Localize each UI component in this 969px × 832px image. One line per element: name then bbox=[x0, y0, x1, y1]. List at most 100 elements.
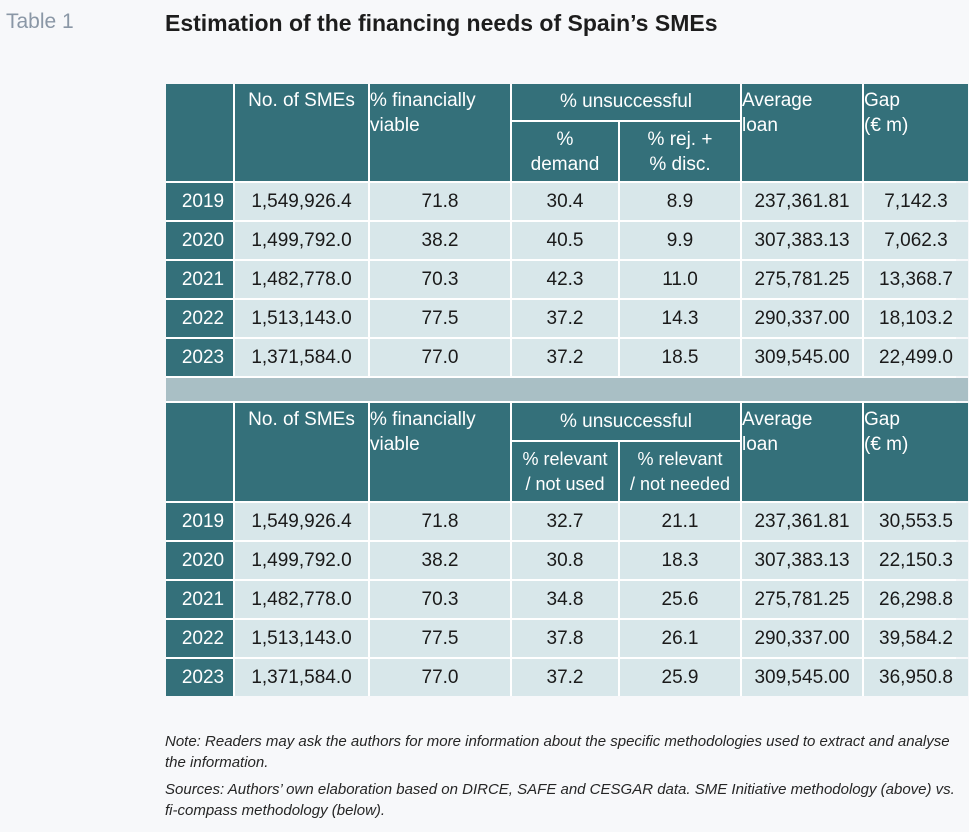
top-cell-year: 2021 bbox=[166, 261, 233, 298]
header-gap-bottom: Gap (€ m) bbox=[864, 403, 968, 501]
top-cell-year: 2019 bbox=[166, 183, 233, 220]
header-num-smes: No. of SMEs bbox=[235, 84, 368, 181]
table-notes: Note: Readers may ask the authors for mo… bbox=[165, 731, 960, 827]
top-cell-unsuccessful-1: 30.4 bbox=[512, 183, 618, 220]
top-cell-viable: 70.3 bbox=[370, 261, 510, 298]
top-cell-year: 2022 bbox=[166, 300, 233, 337]
bottom-cell-average-loan: 237,361.81 bbox=[742, 503, 862, 540]
header-sub-notused-line1: % relevant bbox=[522, 448, 608, 469]
header-corner-bottom bbox=[166, 403, 233, 501]
bottom-cell-num-smes: 1,482,778.0 bbox=[235, 581, 368, 618]
bottom-cell-unsuccessful-2: 21.1 bbox=[620, 503, 740, 540]
header-average-loan-bottom: Average loan bbox=[742, 403, 862, 501]
bottom-cell-unsuccessful-2: 26.1 bbox=[620, 620, 740, 657]
header-sub-demand: % demand bbox=[512, 122, 618, 181]
bottom-cell-year: 2023 bbox=[166, 659, 233, 696]
header-sub-notneeded-line2: / not needed bbox=[629, 473, 731, 494]
top-cell-average-loan: 275,781.25 bbox=[742, 261, 862, 298]
top-cell-unsuccessful-1: 42.3 bbox=[512, 261, 618, 298]
sources-text: Sources: Authors’ own elaboration based … bbox=[165, 781, 955, 819]
header-sub-demand-line1: % bbox=[556, 128, 574, 150]
top-cell-gap: 22,499.0 bbox=[864, 339, 968, 376]
top-cell-gap: 13,368.7 bbox=[864, 261, 968, 298]
bottom-cell-year: 2019 bbox=[166, 503, 233, 540]
top-cell-unsuccessful-2: 11.0 bbox=[620, 261, 740, 298]
bottom-cell-num-smes: 1,371,584.0 bbox=[235, 659, 368, 696]
header-viable-line1: % financially bbox=[370, 90, 476, 111]
header-unsuccessful-bottom: % unsuccessful bbox=[512, 403, 740, 440]
top-cell-gap: 7,062.3 bbox=[864, 222, 968, 259]
bottom-cell-viable: 70.3 bbox=[370, 581, 510, 618]
top-cell-gap: 7,142.3 bbox=[864, 183, 968, 220]
header-gap-line1: Gap bbox=[864, 409, 900, 430]
header-sub-notneeded-line1: % relevant bbox=[637, 448, 723, 469]
bottom-cell-num-smes: 1,513,143.0 bbox=[235, 620, 368, 657]
top-cell-unsuccessful-1: 37.2 bbox=[512, 339, 618, 376]
top-cell-year: 2023 bbox=[166, 339, 233, 376]
bottom-cell-unsuccessful-1: 30.8 bbox=[512, 542, 618, 579]
top-cell-num-smes: 1,499,792.0 bbox=[235, 222, 368, 259]
bottom-cell-year: 2021 bbox=[166, 581, 233, 618]
bottom-cell-gap: 22,150.3 bbox=[864, 542, 968, 579]
header-viable-line2: viable bbox=[370, 115, 420, 136]
header-avg-line1: Average bbox=[742, 90, 813, 111]
header-sub-rejected-discouraged: % rej. + % disc. bbox=[620, 122, 740, 181]
header-financially-viable: % financially viable bbox=[370, 84, 510, 181]
top-cell-average-loan: 307,383.13 bbox=[742, 222, 862, 259]
header-gap-line1: Gap bbox=[864, 90, 900, 111]
top-cell-average-loan: 237,361.81 bbox=[742, 183, 862, 220]
header-gap-line2: (€ m) bbox=[864, 434, 909, 455]
header-num-smes-bottom: No. of SMEs bbox=[235, 403, 368, 501]
financing-needs-table: No. of SMEs % financially viable % unsuc… bbox=[166, 84, 968, 696]
bottom-cell-viable: 71.8 bbox=[370, 503, 510, 540]
header-avg-line1: Average bbox=[742, 409, 813, 430]
header-viable-line2: viable bbox=[370, 434, 420, 455]
header-avg-line2: loan bbox=[742, 115, 778, 136]
header-gap-line2: (€ m) bbox=[864, 115, 909, 136]
top-cell-unsuccessful-1: 40.5 bbox=[512, 222, 618, 259]
bottom-cell-average-loan: 307,383.13 bbox=[742, 542, 862, 579]
bottom-cell-unsuccessful-2: 18.3 bbox=[620, 542, 740, 579]
top-cell-unsuccessful-2: 14.3 bbox=[620, 300, 740, 337]
bottom-cell-gap: 39,584.2 bbox=[864, 620, 968, 657]
header-sub-demand-line2: demand bbox=[530, 153, 600, 175]
header-sub-relevant-not-used: % relevant / not used bbox=[512, 442, 618, 501]
bottom-cell-num-smes: 1,549,926.4 bbox=[235, 503, 368, 540]
bottom-cell-unsuccessful-1: 37.2 bbox=[512, 659, 618, 696]
bottom-cell-average-loan: 309,545.00 bbox=[742, 659, 862, 696]
bottom-cell-unsuccessful-2: 25.6 bbox=[620, 581, 740, 618]
top-cell-viable: 77.0 bbox=[370, 339, 510, 376]
section-separator bbox=[166, 378, 968, 401]
bottom-cell-viable: 38.2 bbox=[370, 542, 510, 579]
table-title: Estimation of the financing needs of Spa… bbox=[165, 10, 718, 36]
top-cell-num-smes: 1,513,143.0 bbox=[235, 300, 368, 337]
header-sub-relevant-not-needed: % relevant / not needed bbox=[620, 442, 740, 501]
note-text: Note: Readers may ask the authors for mo… bbox=[165, 733, 950, 771]
bottom-cell-unsuccessful-2: 25.9 bbox=[620, 659, 740, 696]
top-cell-viable: 77.5 bbox=[370, 300, 510, 337]
header-avg-line2: loan bbox=[742, 434, 778, 455]
bottom-cell-viable: 77.5 bbox=[370, 620, 510, 657]
header-corner bbox=[166, 84, 233, 181]
header-unsuccessful: % unsuccessful bbox=[512, 84, 740, 120]
bottom-cell-gap: 30,553.5 bbox=[864, 503, 968, 540]
bottom-cell-year: 2020 bbox=[166, 542, 233, 579]
top-cell-unsuccessful-2: 18.5 bbox=[620, 339, 740, 376]
header-sub-rej-line1: % rej. + bbox=[647, 128, 713, 150]
bottom-cell-unsuccessful-1: 37.8 bbox=[512, 620, 618, 657]
header-financially-viable-bottom: % financially viable bbox=[370, 403, 510, 501]
header-gap: Gap (€ m) bbox=[864, 84, 968, 181]
top-cell-num-smes: 1,482,778.0 bbox=[235, 261, 368, 298]
top-cell-num-smes: 1,549,926.4 bbox=[235, 183, 368, 220]
bottom-cell-gap: 26,298.8 bbox=[864, 581, 968, 618]
top-cell-average-loan: 290,337.00 bbox=[742, 300, 862, 337]
bottom-cell-gap: 36,950.8 bbox=[864, 659, 968, 696]
top-cell-num-smes: 1,371,584.0 bbox=[235, 339, 368, 376]
top-cell-unsuccessful-2: 9.9 bbox=[620, 222, 740, 259]
bottom-cell-unsuccessful-1: 32.7 bbox=[512, 503, 618, 540]
header-sub-rej-line2: % disc. bbox=[649, 153, 711, 175]
top-cell-average-loan: 309,545.00 bbox=[742, 339, 862, 376]
header-viable-line1: % financially bbox=[370, 409, 476, 430]
bottom-cell-year: 2022 bbox=[166, 620, 233, 657]
top-cell-viable: 71.8 bbox=[370, 183, 510, 220]
